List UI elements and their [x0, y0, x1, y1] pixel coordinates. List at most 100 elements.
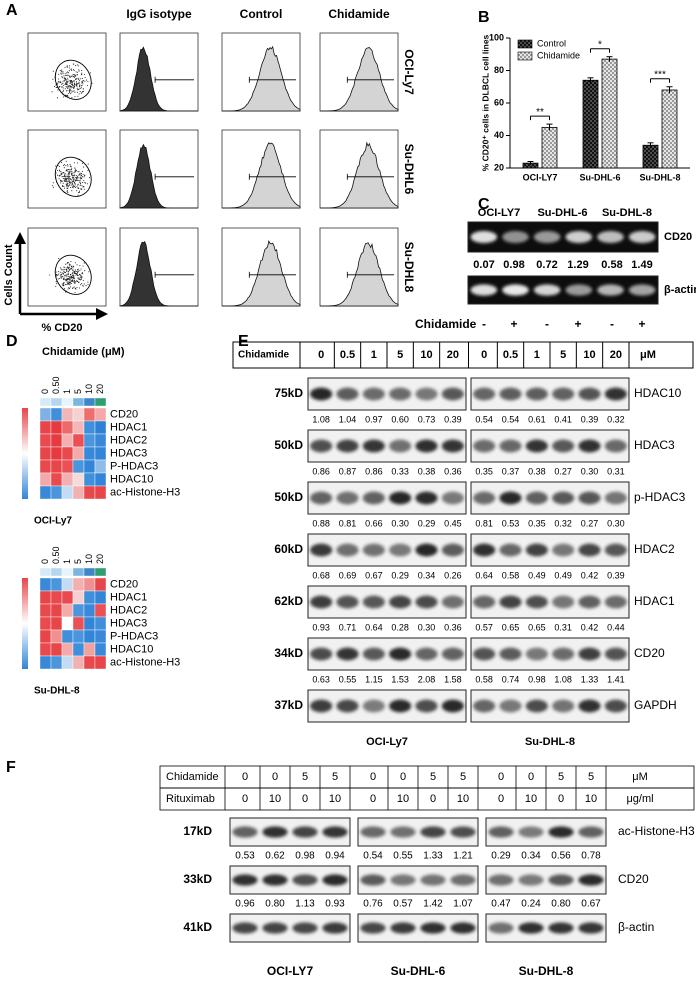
molecular-weight: 41kD: [183, 920, 212, 934]
flow-dot: [87, 283, 89, 286]
flow-dot: [80, 178, 83, 180]
dose-label: 0.5: [503, 349, 518, 361]
blot-band: [420, 874, 446, 886]
band-value: 1.08: [554, 674, 572, 684]
flow-dot: [72, 287, 74, 290]
dose-label: 5: [302, 771, 308, 783]
flow-dot: [69, 184, 71, 186]
flow-dot: [59, 276, 62, 278]
flow-dot: [78, 88, 80, 90]
flow-dot: [69, 89, 71, 91]
flow-dot: [77, 171, 79, 173]
flow-dot: [67, 184, 69, 187]
dose-label: 0: [40, 389, 50, 394]
flow-dot: [56, 274, 58, 276]
band-value: 0.78: [581, 851, 601, 862]
blot-band: [415, 491, 438, 505]
band-value: 1.21: [453, 851, 473, 862]
heatmap-cell: [94, 459, 107, 474]
flow-dot: [67, 192, 69, 194]
band-value: 0.71: [339, 622, 357, 632]
flow-dot: [74, 271, 76, 274]
cell-line-label: OCI-Ly7: [366, 736, 408, 748]
band-value: 1.13: [295, 899, 315, 910]
dose-label: 5: [558, 771, 564, 783]
blot-band: [310, 491, 333, 505]
flow-dot: [65, 84, 67, 86]
flow-dot: [66, 178, 68, 180]
flow-dot: [62, 73, 64, 75]
flow-dot: [69, 277, 71, 279]
flow-dot: [76, 85, 78, 87]
blot-band: [499, 491, 522, 505]
flow-dot: [70, 282, 72, 285]
dose-label: 5: [560, 349, 566, 361]
flow-dot: [63, 185, 65, 188]
blot-band: [548, 826, 574, 838]
dose-annotation: [72, 397, 85, 407]
flow-dot: [70, 93, 72, 95]
dose-label: 0: [242, 793, 248, 805]
flow-dot: [70, 80, 72, 83]
band-value: 0.65: [502, 622, 520, 632]
flow-dot: [62, 71, 64, 73]
flow-dot: [76, 186, 78, 188]
flow-dot: [66, 185, 68, 187]
flow-dot: [79, 174, 81, 176]
heatmap-cell: [94, 629, 107, 644]
flow-dot: [68, 270, 70, 273]
flow-dot: [58, 169, 60, 171]
blot-band: [415, 543, 438, 557]
dose-label: 0: [272, 771, 278, 783]
flow-dot: [59, 70, 61, 72]
flow-dot: [72, 269, 74, 271]
flow-dot: [80, 278, 83, 280]
band-value: 0.39: [444, 414, 462, 424]
band-value: 0.53: [502, 518, 520, 528]
band-value: 0.86: [312, 466, 330, 476]
flow-dot: [69, 65, 71, 67]
blot-band: [362, 699, 385, 713]
flow-dot: [53, 86, 56, 88]
band-value: 0.58: [601, 259, 622, 271]
flow-dot: [79, 91, 81, 93]
heatmap-cell: [50, 642, 63, 657]
blot-frame: [307, 533, 467, 567]
dose-label: 10: [583, 349, 595, 361]
flow-dot: [87, 169, 89, 172]
band-value: 0.49: [554, 570, 572, 580]
blot-band: [552, 595, 575, 609]
flow-dot: [74, 65, 77, 67]
flow-dot: [80, 277, 82, 279]
color-scale: [22, 578, 28, 669]
flow-dot: [69, 169, 71, 171]
flow-dot: [72, 90, 74, 92]
flow-dot: [69, 163, 71, 166]
blot-band: [502, 231, 529, 243]
flow-dot: [73, 172, 75, 174]
flow-histogram: [222, 239, 301, 307]
flow-dot: [81, 91, 83, 94]
band-value: 0.65: [528, 622, 546, 632]
flow-dot: [63, 165, 65, 167]
significance-label: *: [598, 39, 602, 50]
blot-band: [415, 387, 438, 401]
blot-band: [441, 439, 464, 453]
blot-band: [362, 387, 385, 401]
band-value: 0.67: [581, 899, 601, 910]
flow-dot: [70, 187, 72, 189]
flow-dot: [62, 171, 64, 174]
heatmap-row-label: P-HDAC3: [110, 630, 158, 642]
band-value: 0.38: [418, 466, 436, 476]
flow-dot: [75, 288, 77, 290]
band-value: 0.53: [235, 851, 255, 862]
flow-dot: [70, 261, 72, 263]
blot-band: [604, 699, 627, 713]
blot-band: [499, 543, 522, 557]
blot-band: [362, 647, 385, 661]
flow-dot: [72, 76, 74, 78]
flow-dot: [81, 82, 83, 84]
blot-band: [336, 491, 359, 505]
flow-dot: [67, 274, 69, 276]
flow-dot: [62, 272, 64, 274]
